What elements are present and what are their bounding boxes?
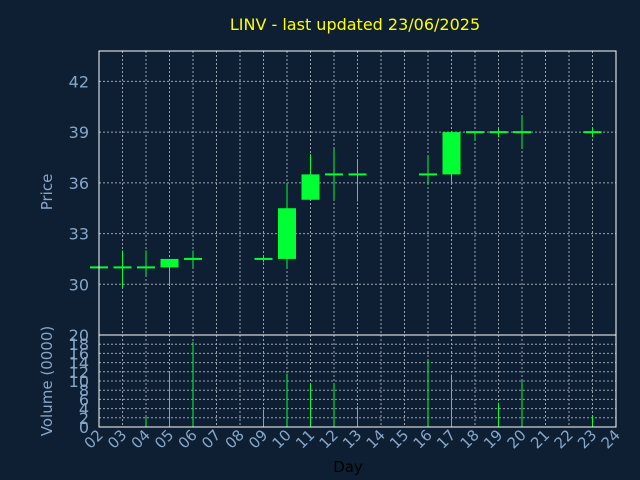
volume-tick-label: 14 (69, 354, 89, 373)
candle-body (254, 257, 273, 260)
volume-panel-frame (98, 334, 617, 428)
candle-body (466, 131, 484, 134)
x-axis-label: Day (333, 458, 363, 476)
candle-body (583, 131, 602, 134)
volume-tick-label: 20 (69, 326, 89, 345)
volume-tick-label: 10 (69, 372, 89, 391)
candle-body (348, 173, 367, 176)
volume-tick-label: 6 (79, 390, 89, 409)
candle-body (160, 258, 179, 268)
volume-tick-label: 0 (79, 418, 89, 437)
candle-body (489, 131, 508, 134)
chart-title: LINV - last updated 23/06/2025 (230, 15, 480, 34)
volume-tick-label: 18 (69, 335, 89, 354)
price-panel: 30 33 36 39 42 (69, 50, 617, 336)
volume-tick-label: 2 (79, 409, 89, 428)
candle-body (419, 173, 437, 176)
price-axis-label: Price (38, 174, 56, 211)
volume-tick-label: 4 (79, 400, 89, 419)
candle-body (325, 173, 343, 176)
price-tick-label: 33 (69, 225, 89, 244)
volume-tick-label: 8 (79, 381, 89, 400)
candle-body (184, 257, 202, 260)
candle-body (137, 266, 155, 269)
volume-tick-label: 16 (69, 344, 89, 363)
candle-body (513, 131, 531, 134)
candle-body (301, 174, 320, 200)
candle-body (113, 266, 132, 269)
candle-body (442, 132, 461, 175)
candle-body (278, 208, 296, 259)
price-tick-label: 42 (69, 72, 89, 91)
price-tick-label: 39 (69, 123, 89, 142)
volume-axis-label: Volume (0000) (38, 326, 56, 436)
price-tick-label: 36 (69, 174, 89, 193)
x-axis: 0203040506070809101112131415161718192021… (81, 426, 624, 452)
volume-tick-label: 12 (69, 363, 89, 382)
price-tick-label: 30 (69, 275, 89, 294)
